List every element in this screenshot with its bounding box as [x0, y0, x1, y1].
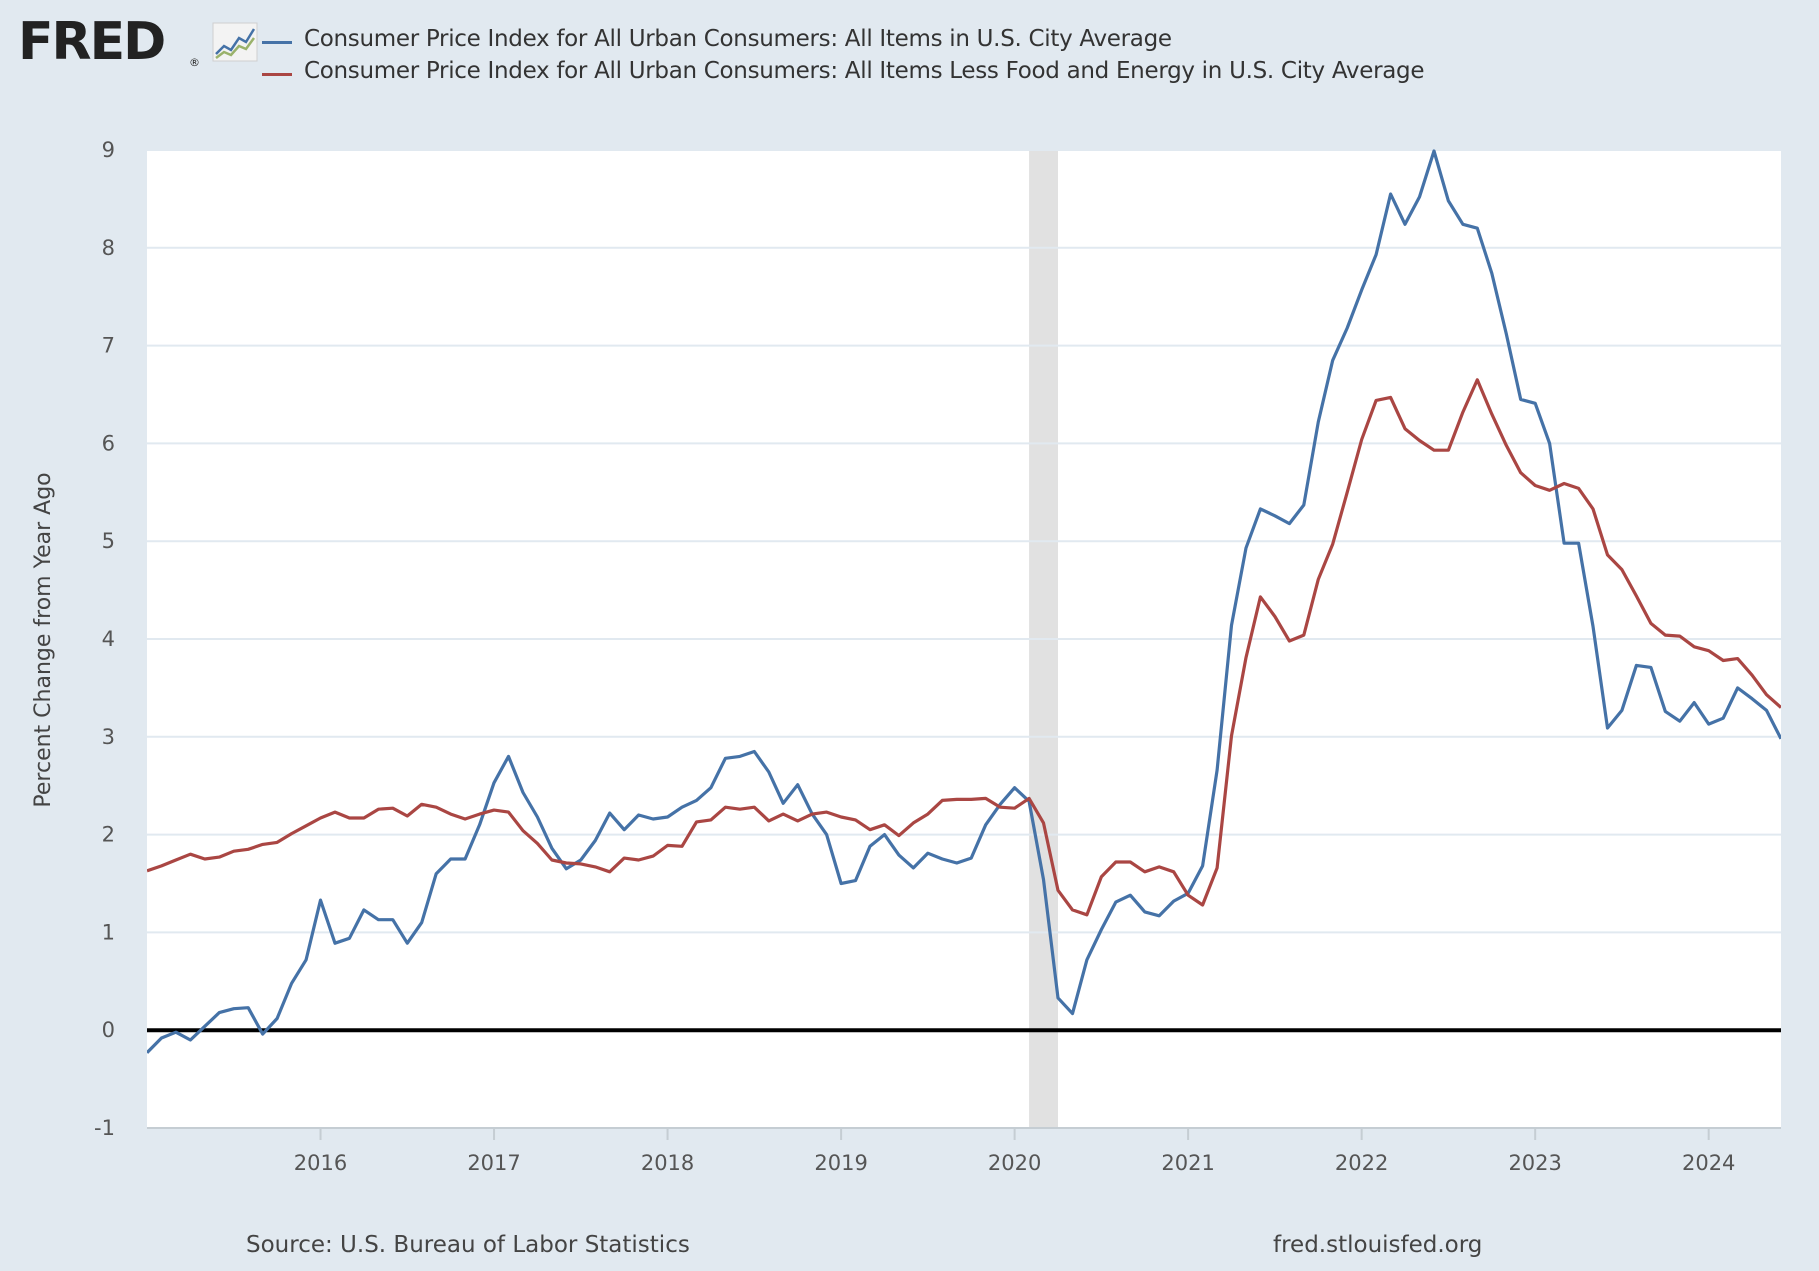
y-tick-label: 5 — [102, 529, 115, 553]
y-tick-label: 3 — [102, 725, 115, 749]
x-tick-label: 2021 — [1161, 1151, 1214, 1175]
legend-label: Consumer Price Index for All Urban Consu… — [304, 58, 1425, 84]
x-tick-label: 2018 — [641, 1151, 694, 1175]
site-url[interactable]: fred.stlouisfed.org — [1273, 1232, 1483, 1258]
x-tick-label: 2016 — [294, 1151, 347, 1175]
y-tick-label: 0 — [102, 1018, 115, 1042]
y-tick-label: 6 — [102, 431, 115, 455]
source-note: Source: U.S. Bureau of Labor Statistics — [246, 1232, 690, 1258]
legend-label: Consumer Price Index for All Urban Consu… — [304, 26, 1172, 52]
x-tick-label: 2024 — [1682, 1151, 1735, 1175]
fred-logo: FRED ® — [18, 12, 258, 74]
y-tick-label: 8 — [102, 236, 115, 260]
y-tick-label: 7 — [102, 334, 115, 358]
x-tick-label: 2020 — [988, 1151, 1041, 1175]
series-line-cpi-all-items — [147, 149, 1781, 1054]
legend-swatch — [262, 73, 292, 76]
y-tick-label: 2 — [102, 823, 115, 847]
fred-logo-text: FRED — [18, 12, 166, 72]
line-chart: -1 0 1 2 3 4 5 6 7 8 9 2016 2017 2018 2019 2020 2021 2022… — [31, 138, 1781, 1175]
x-tick-label: 2017 — [467, 1151, 520, 1175]
x-tick-label: 2023 — [1508, 1151, 1561, 1175]
series-line-cpi-core — [147, 378, 1781, 917]
chart-trend-icon — [212, 22, 258, 62]
y-tick-label: -1 — [94, 1116, 115, 1140]
legend-swatch — [262, 41, 292, 44]
x-tick-label: 2019 — [814, 1151, 867, 1175]
x-tick-label: 2022 — [1335, 1151, 1388, 1175]
y-axis-title: Percent Change from Year Ago — [31, 472, 56, 807]
registered-mark: ® — [189, 56, 200, 69]
y-tick-label: 1 — [102, 920, 115, 944]
y-tick-label: 4 — [102, 627, 115, 651]
y-tick-label: 9 — [102, 138, 115, 162]
